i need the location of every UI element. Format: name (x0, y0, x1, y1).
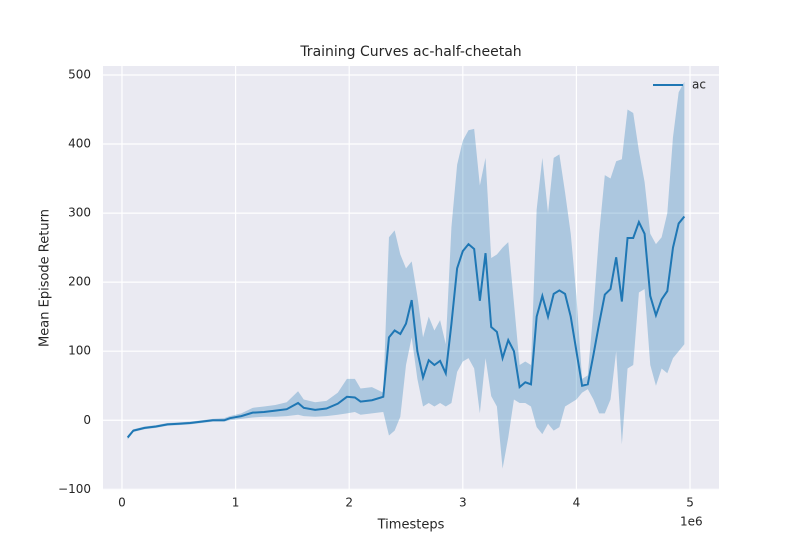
chart-title: Training Curves ac-half-cheetah (299, 44, 521, 60)
y-tick-label: 100 (68, 344, 91, 358)
y-tick-label: 400 (68, 137, 91, 151)
y-tick-label: 500 (68, 67, 91, 81)
std-band (127, 81, 685, 469)
x-tick-label: 1 (232, 496, 240, 510)
y-axis-label: Mean Episode Return (38, 209, 53, 347)
legend-label: ac (692, 78, 706, 92)
x-tick-label: 4 (573, 496, 581, 510)
x-tick-label: 3 (459, 496, 467, 510)
y-tick-label: 200 (68, 275, 91, 289)
x-tick-label: 5 (686, 496, 694, 510)
y-tick-label: 0 (83, 413, 91, 427)
y-tick-label: −100 (58, 482, 91, 496)
x-tick-label: 2 (345, 496, 353, 510)
plot-area (103, 66, 719, 490)
x-offset-label: 1e6 (680, 515, 703, 529)
y-tick-label: 300 (68, 206, 91, 220)
mean-line (126, 215, 686, 439)
x-tick-label: 0 (118, 496, 126, 510)
x-axis-label: Timesteps (377, 518, 445, 533)
